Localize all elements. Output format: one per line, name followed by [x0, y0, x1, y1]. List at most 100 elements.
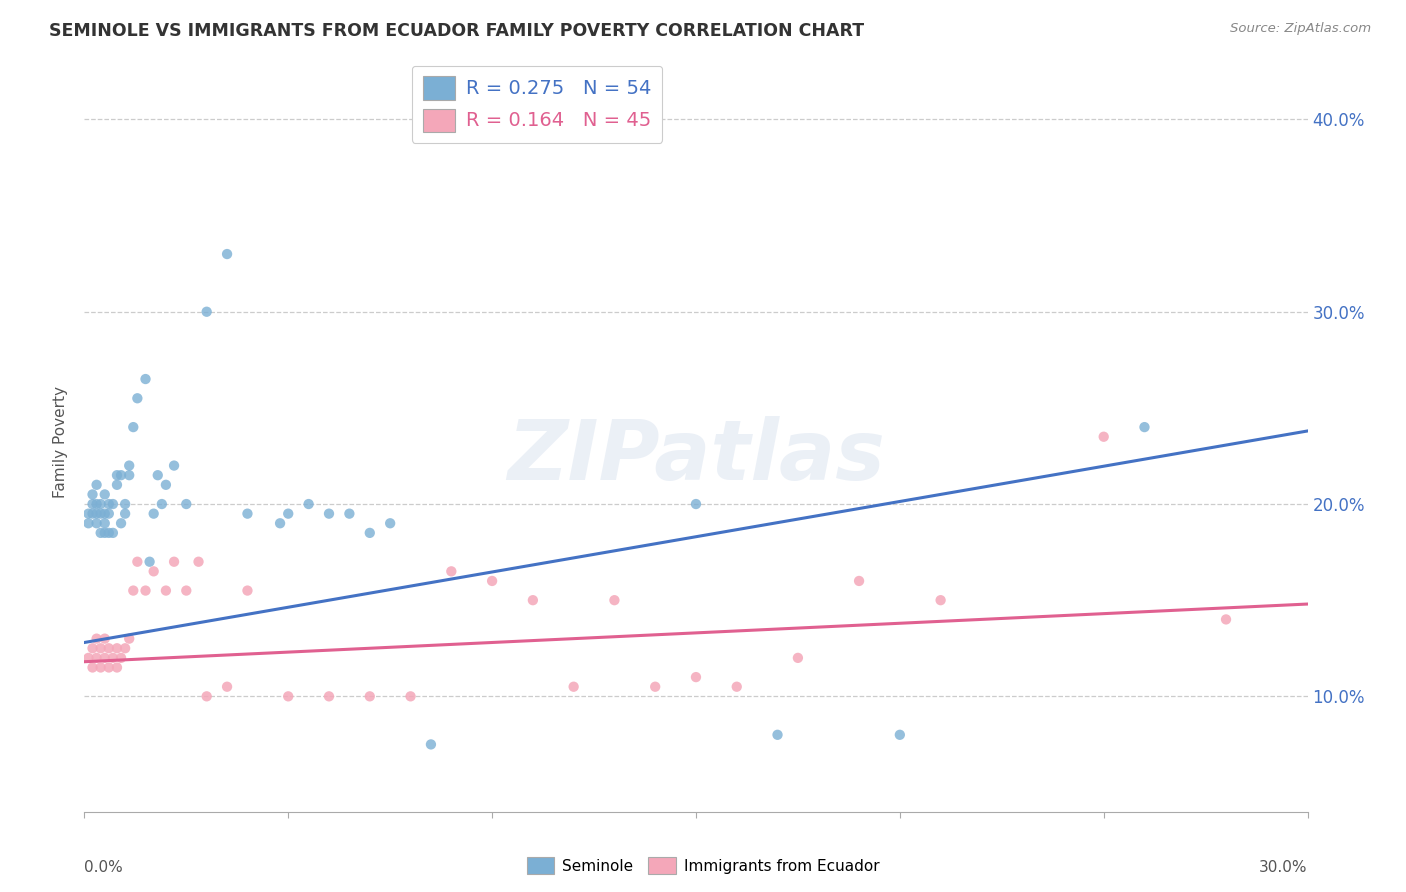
- Point: [97, 507, 120, 521]
- Point: [644, 680, 666, 694]
- Point: [86, 651, 108, 665]
- Point: [90, 641, 112, 656]
- Point: [522, 593, 544, 607]
- Point: [1215, 612, 1237, 626]
- Point: [118, 458, 141, 473]
- Point: [93, 632, 115, 646]
- Point: [685, 497, 707, 511]
- Point: [105, 641, 128, 656]
- Point: [236, 583, 259, 598]
- Point: [929, 593, 952, 607]
- Point: [440, 565, 463, 579]
- Point: [163, 555, 186, 569]
- Point: [110, 468, 132, 483]
- Point: [77, 507, 100, 521]
- Point: [86, 497, 108, 511]
- Point: [725, 680, 748, 694]
- Point: [142, 565, 165, 579]
- Y-axis label: Family Poverty: Family Poverty: [53, 385, 69, 498]
- Point: [82, 507, 104, 521]
- Point: [766, 728, 789, 742]
- Point: [127, 555, 149, 569]
- Point: [195, 304, 218, 318]
- Point: [97, 497, 120, 511]
- Point: [114, 497, 136, 511]
- Point: [90, 525, 112, 540]
- Point: [118, 468, 141, 483]
- Point: [93, 507, 115, 521]
- Point: [105, 468, 128, 483]
- Point: [217, 247, 239, 261]
- Point: [114, 641, 136, 656]
- Point: [217, 680, 239, 694]
- Point: [318, 507, 340, 521]
- Point: [122, 420, 145, 434]
- Point: [93, 516, 115, 531]
- Point: [101, 525, 124, 540]
- Point: [97, 525, 120, 540]
- Point: [298, 497, 321, 511]
- Point: [77, 516, 100, 531]
- Point: [1133, 420, 1156, 434]
- Point: [155, 478, 177, 492]
- Point: [105, 478, 128, 492]
- Legend: R = 0.275   N = 54, R = 0.164   N = 45: R = 0.275 N = 54, R = 0.164 N = 45: [412, 66, 662, 143]
- Point: [110, 516, 132, 531]
- Point: [318, 690, 340, 704]
- Text: Source: ZipAtlas.com: Source: ZipAtlas.com: [1230, 22, 1371, 36]
- Point: [93, 525, 115, 540]
- Point: [187, 555, 209, 569]
- Point: [93, 651, 115, 665]
- Point: [135, 372, 157, 386]
- Point: [127, 391, 149, 405]
- Point: [399, 690, 422, 704]
- Point: [77, 651, 100, 665]
- Text: ZIPatlas: ZIPatlas: [508, 416, 884, 497]
- Point: [603, 593, 626, 607]
- Point: [86, 507, 108, 521]
- Point: [82, 497, 104, 511]
- Point: [86, 516, 108, 531]
- Point: [101, 497, 124, 511]
- Point: [86, 632, 108, 646]
- Point: [481, 574, 503, 588]
- Text: 30.0%: 30.0%: [1260, 860, 1308, 875]
- Point: [90, 660, 112, 674]
- Point: [889, 728, 911, 742]
- Point: [685, 670, 707, 684]
- Point: [174, 583, 197, 598]
- Point: [174, 497, 197, 511]
- Point: [90, 507, 112, 521]
- Point: [122, 583, 145, 598]
- Point: [82, 641, 104, 656]
- Point: [93, 487, 115, 501]
- Text: SEMINOLE VS IMMIGRANTS FROM ECUADOR FAMILY POVERTY CORRELATION CHART: SEMINOLE VS IMMIGRANTS FROM ECUADOR FAMI…: [49, 22, 865, 40]
- Point: [787, 651, 810, 665]
- Point: [82, 660, 104, 674]
- Point: [150, 497, 173, 511]
- Point: [277, 507, 299, 521]
- Point: [101, 651, 124, 665]
- Point: [277, 690, 299, 704]
- Point: [163, 458, 186, 473]
- Text: 0.0%: 0.0%: [84, 860, 124, 875]
- Point: [1092, 430, 1115, 444]
- Point: [97, 641, 120, 656]
- Point: [236, 507, 259, 521]
- Point: [562, 680, 585, 694]
- Point: [90, 497, 112, 511]
- Point: [155, 583, 177, 598]
- Point: [142, 507, 165, 521]
- Legend: Seminole, Immigrants from Ecuador: Seminole, Immigrants from Ecuador: [520, 851, 886, 880]
- Point: [339, 507, 361, 521]
- Point: [138, 555, 160, 569]
- Point: [380, 516, 402, 531]
- Point: [114, 507, 136, 521]
- Point: [269, 516, 291, 531]
- Point: [359, 525, 381, 540]
- Point: [420, 738, 443, 752]
- Point: [110, 651, 132, 665]
- Point: [118, 632, 141, 646]
- Point: [135, 583, 157, 598]
- Point: [195, 690, 218, 704]
